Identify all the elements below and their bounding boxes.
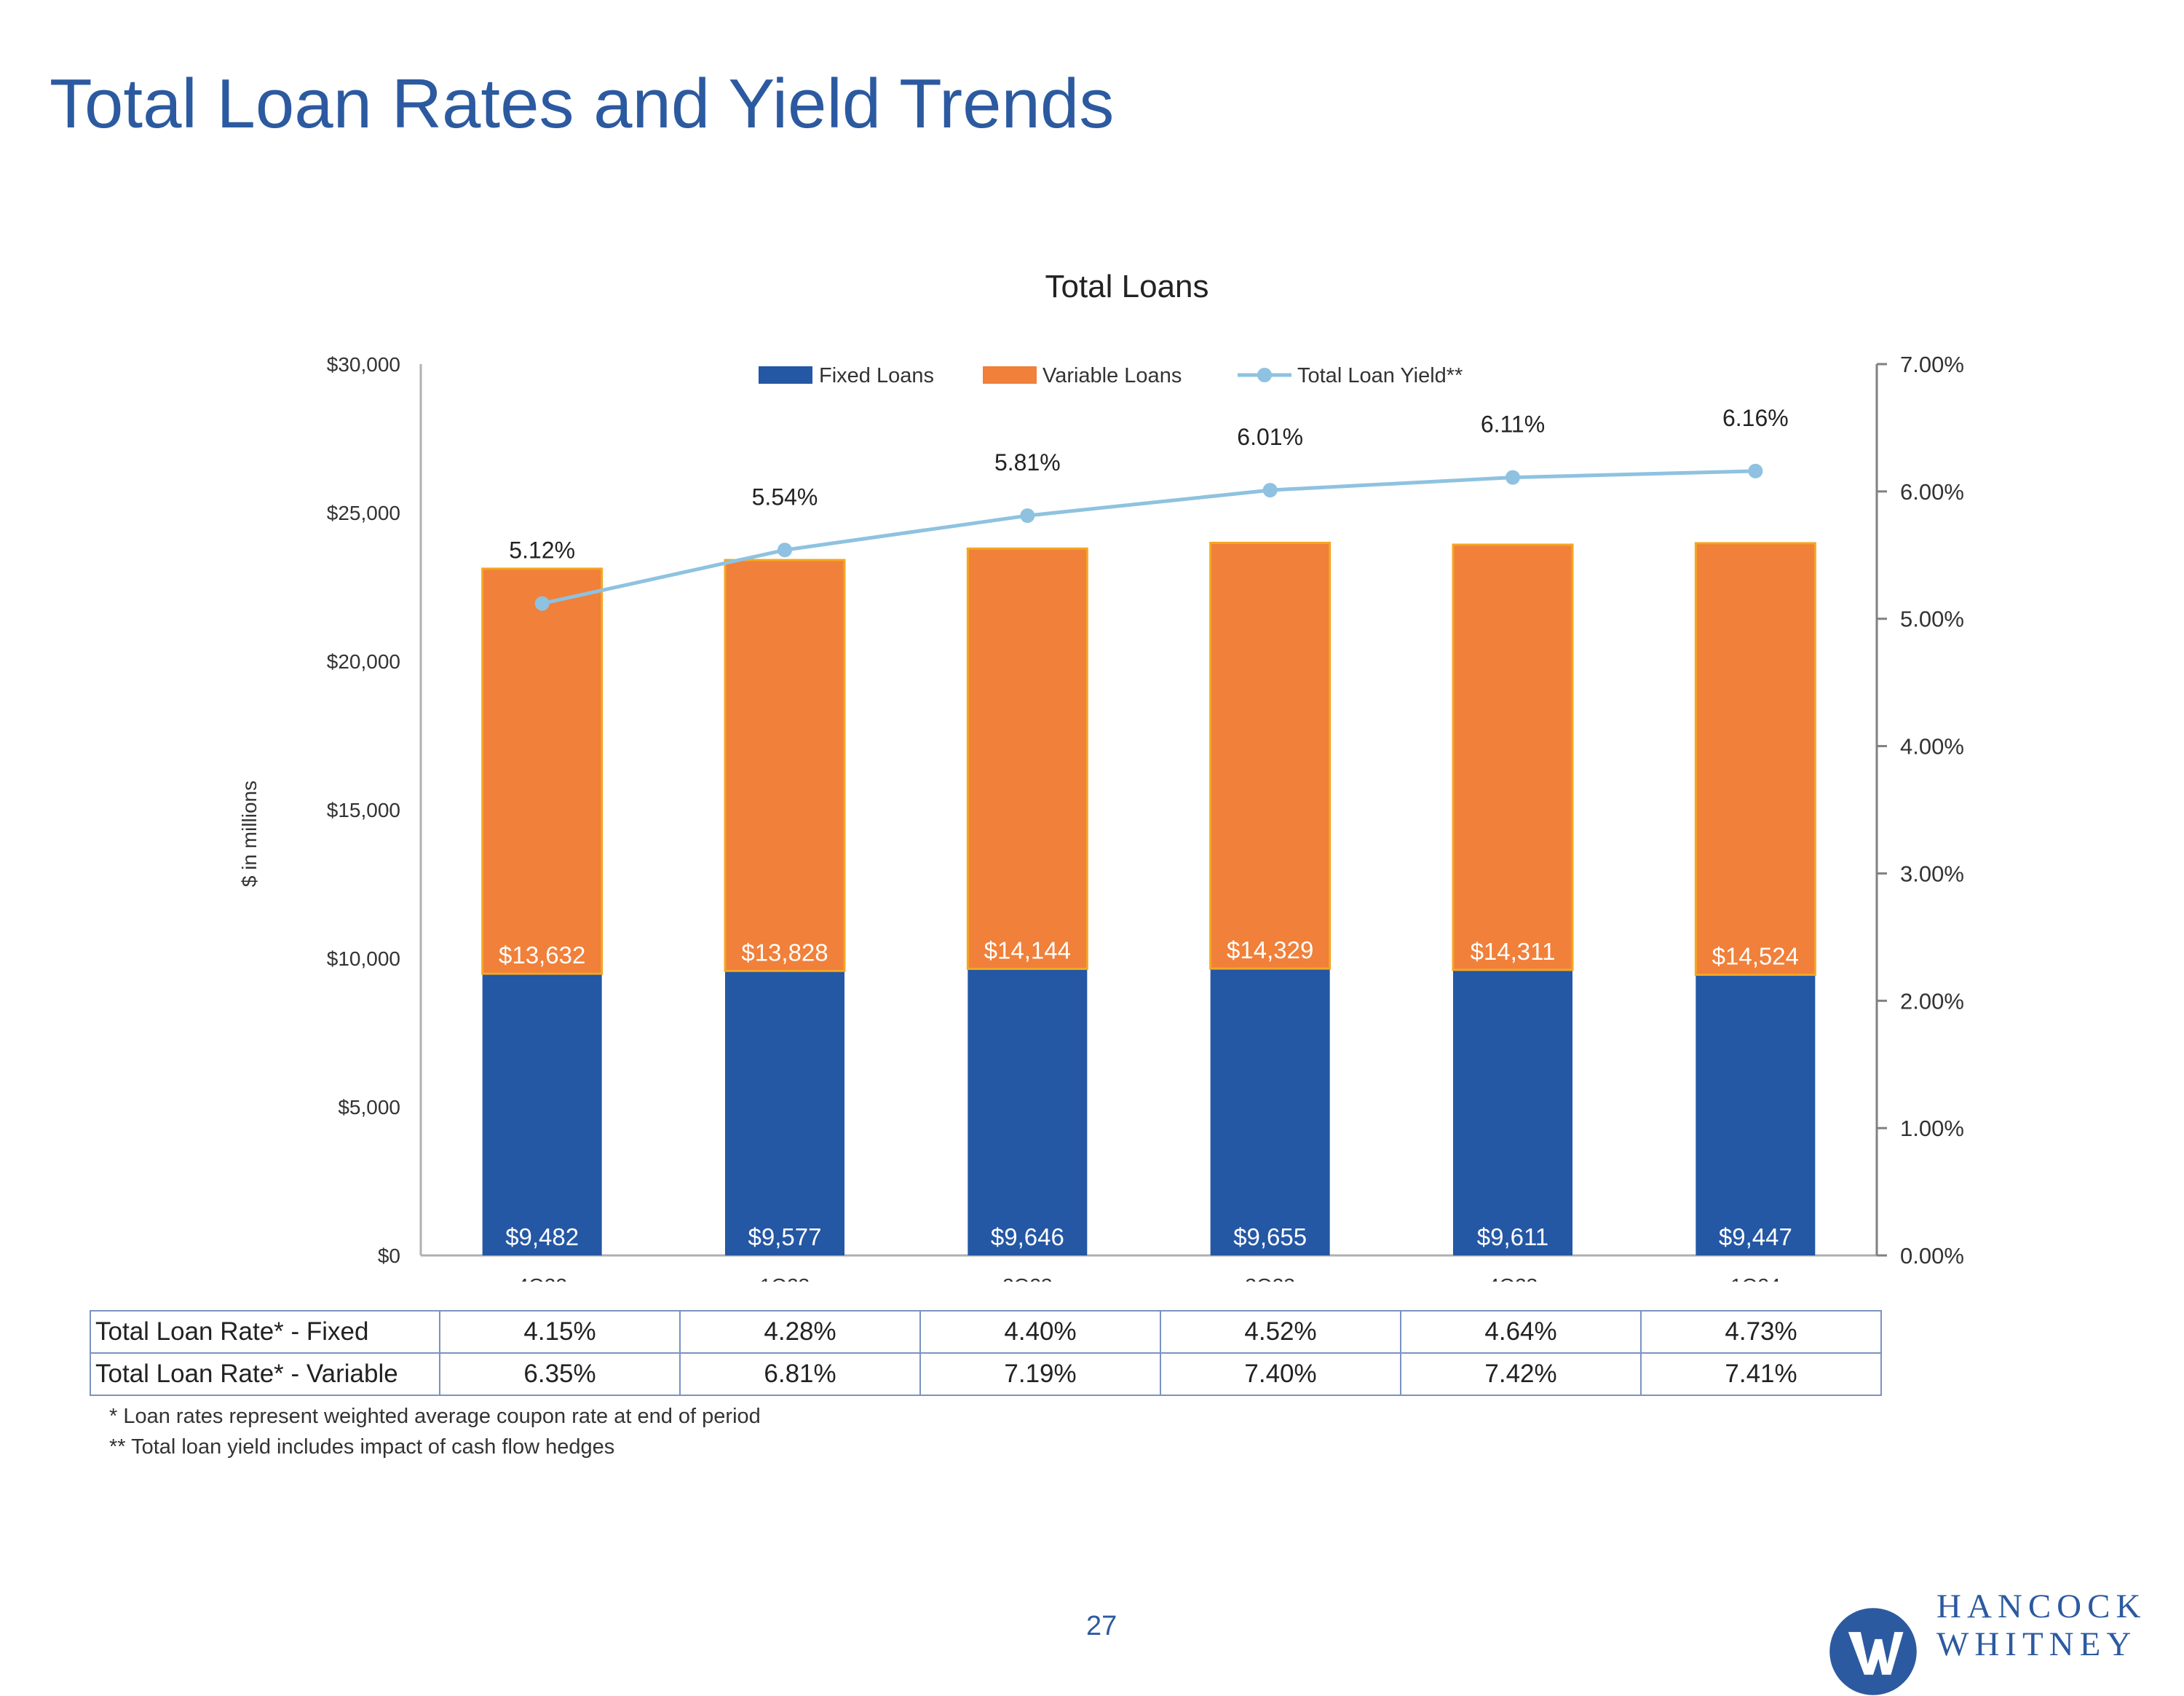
y2-tick-label: 0.00% <box>1900 1243 1964 1269</box>
y2-tick-label: 1.00% <box>1900 1116 1964 1141</box>
legend-label-variable-loans: Variable Loans <box>1042 364 1182 387</box>
yield-marker <box>1748 463 1763 478</box>
bar-variable-loans <box>1694 542 1816 977</box>
y-tick-label: $30,000 <box>327 353 400 376</box>
yield-data-label: 6.01% <box>1237 424 1303 450</box>
table-cell: 7.42% <box>1400 1352 1642 1396</box>
y-axis-title: $ in millions <box>238 781 261 887</box>
yield-data-label: 5.12% <box>509 537 575 564</box>
x-tick-label: 4Q23 <box>1488 1274 1538 1282</box>
table-cell: 4.52% <box>1160 1310 1401 1354</box>
y-tick-label: $15,000 <box>327 799 400 821</box>
data-label-variable: $14,144 <box>984 936 1071 963</box>
data-label-variable: $14,311 <box>1471 938 1556 965</box>
table-cell: 4.73% <box>1640 1310 1882 1354</box>
yield-marker <box>1020 508 1035 524</box>
legend-swatch-fixed-loans <box>759 366 812 384</box>
bar-variable-loans <box>1452 543 1574 971</box>
bar-variable-loans <box>966 547 1088 970</box>
table-cell: 6.35% <box>439 1352 681 1396</box>
legend-label-fixed-loans: Fixed Loans <box>819 364 934 387</box>
table-cell: 7.19% <box>919 1352 1161 1396</box>
y2-tick-label: 7.00% <box>1900 352 1964 377</box>
yield-data-label: 6.16% <box>1722 405 1789 431</box>
data-label-variable: $14,329 <box>1227 936 1313 963</box>
data-label-variable: $14,524 <box>1712 943 1799 970</box>
x-tick-label: 1Q24 <box>1730 1274 1781 1282</box>
x-tick-label: 4Q22 <box>517 1274 567 1282</box>
legend-label-total-loan-yield: Total Loan Yield** <box>1297 364 1463 387</box>
data-label-fixed: $9,577 <box>748 1223 822 1250</box>
footnote-loan-yield: ** Total loan yield includes impact of c… <box>109 1435 615 1459</box>
yield-line <box>542 469 1756 606</box>
table-cell: 4.15% <box>439 1310 681 1354</box>
yield-marker <box>534 596 550 611</box>
y-tick-label: $5,000 <box>338 1096 400 1119</box>
company-logo-wordmark: HANCOCK WHITNEY <box>1936 1587 2146 1663</box>
table-row-fixed-rate: Total Loan Rate* - Fixed 4.15% 4.28% 4.4… <box>90 1310 1882 1354</box>
bar-fixed-loans <box>1453 969 1572 1255</box>
yield-data-label: 6.11% <box>1481 411 1545 438</box>
bar-fixed-loans <box>482 974 602 1255</box>
data-label-fixed: $9,482 <box>505 1223 579 1250</box>
y-tick-label: $10,000 <box>327 947 400 970</box>
page-title: Total Loan Rates and Yield Trends <box>50 65 1115 143</box>
bar-fixed-loans <box>1210 969 1330 1255</box>
table-cell: 7.41% <box>1640 1352 1882 1396</box>
y-tick-label: $20,000 <box>327 650 400 673</box>
legend-swatch-variable-loans <box>983 366 1037 384</box>
y-tick-label: $25,000 <box>327 502 400 524</box>
bar-variable-loans <box>724 559 846 972</box>
table-cell: 4.40% <box>919 1310 1161 1354</box>
total-loans-chart: Total Loans $ in millions $0 $5,000 $10,000 $… <box>238 269 1964 1282</box>
table-cell: 4.64% <box>1400 1310 1642 1354</box>
y2-tick-label: 4.00% <box>1900 734 1964 760</box>
logo-line-whitney: WHITNEY <box>1936 1625 2137 1663</box>
table-row-variable-rate: Total Loan Rate* - Variable 6.35% 6.81% … <box>90 1352 1882 1396</box>
y2-tick-label: 6.00% <box>1900 479 1964 505</box>
data-label-fixed: $9,655 <box>1233 1223 1307 1250</box>
y2-tick-label: 2.00% <box>1900 988 1964 1014</box>
yield-marker <box>1262 483 1278 498</box>
data-label-fixed: $9,646 <box>991 1223 1064 1250</box>
bar-fixed-loans <box>968 969 1088 1255</box>
chart-title: Total Loans <box>1045 269 1208 304</box>
data-label-fixed: $9,611 <box>1477 1223 1548 1250</box>
data-label-variable: $13,632 <box>499 942 585 969</box>
y2-tick-label: 5.00% <box>1900 607 1964 632</box>
bar-variable-loans <box>1209 541 1332 970</box>
x-tick-label: 3Q23 <box>1245 1274 1295 1282</box>
table-row-label: Total Loan Rate* - Variable <box>90 1352 440 1396</box>
table-cell: 4.28% <box>679 1310 921 1354</box>
table-row-label: Total Loan Rate* - Fixed <box>90 1310 440 1354</box>
data-label-variable: $13,828 <box>741 939 828 966</box>
bar-variable-loans <box>481 567 604 975</box>
table-cell: 6.81% <box>679 1352 921 1396</box>
table-cell: 7.40% <box>1160 1352 1401 1396</box>
bar-fixed-loans <box>1696 974 1816 1255</box>
footnote-loan-rates: * Loan rates represent weighted average … <box>109 1405 761 1428</box>
logo-line-hancock: HANCOCK <box>1936 1587 2147 1625</box>
yield-marker <box>1506 470 1520 485</box>
yield-marker <box>778 543 792 558</box>
hancock-whitney-logo-icon <box>1829 1608 1917 1695</box>
y-tick-label: $0 <box>378 1245 400 1267</box>
data-label-fixed: $9,447 <box>1719 1223 1792 1250</box>
y2-tick-label: 3.00% <box>1900 861 1964 886</box>
bar-fixed-loans <box>725 971 844 1255</box>
loan-rates-table: Total Loan Rate* - Fixed 4.15% 4.28% 4.4… <box>90 1310 1882 1396</box>
yield-data-label: 5.81% <box>994 449 1061 476</box>
yield-data-label: 5.54% <box>752 484 818 510</box>
x-tick-label: 1Q23 <box>760 1274 810 1282</box>
legend-marker-total-loan-yield <box>1257 368 1272 382</box>
page-number: 27 <box>1086 1611 1117 1641</box>
x-tick-label: 2Q23 <box>1002 1274 1053 1282</box>
